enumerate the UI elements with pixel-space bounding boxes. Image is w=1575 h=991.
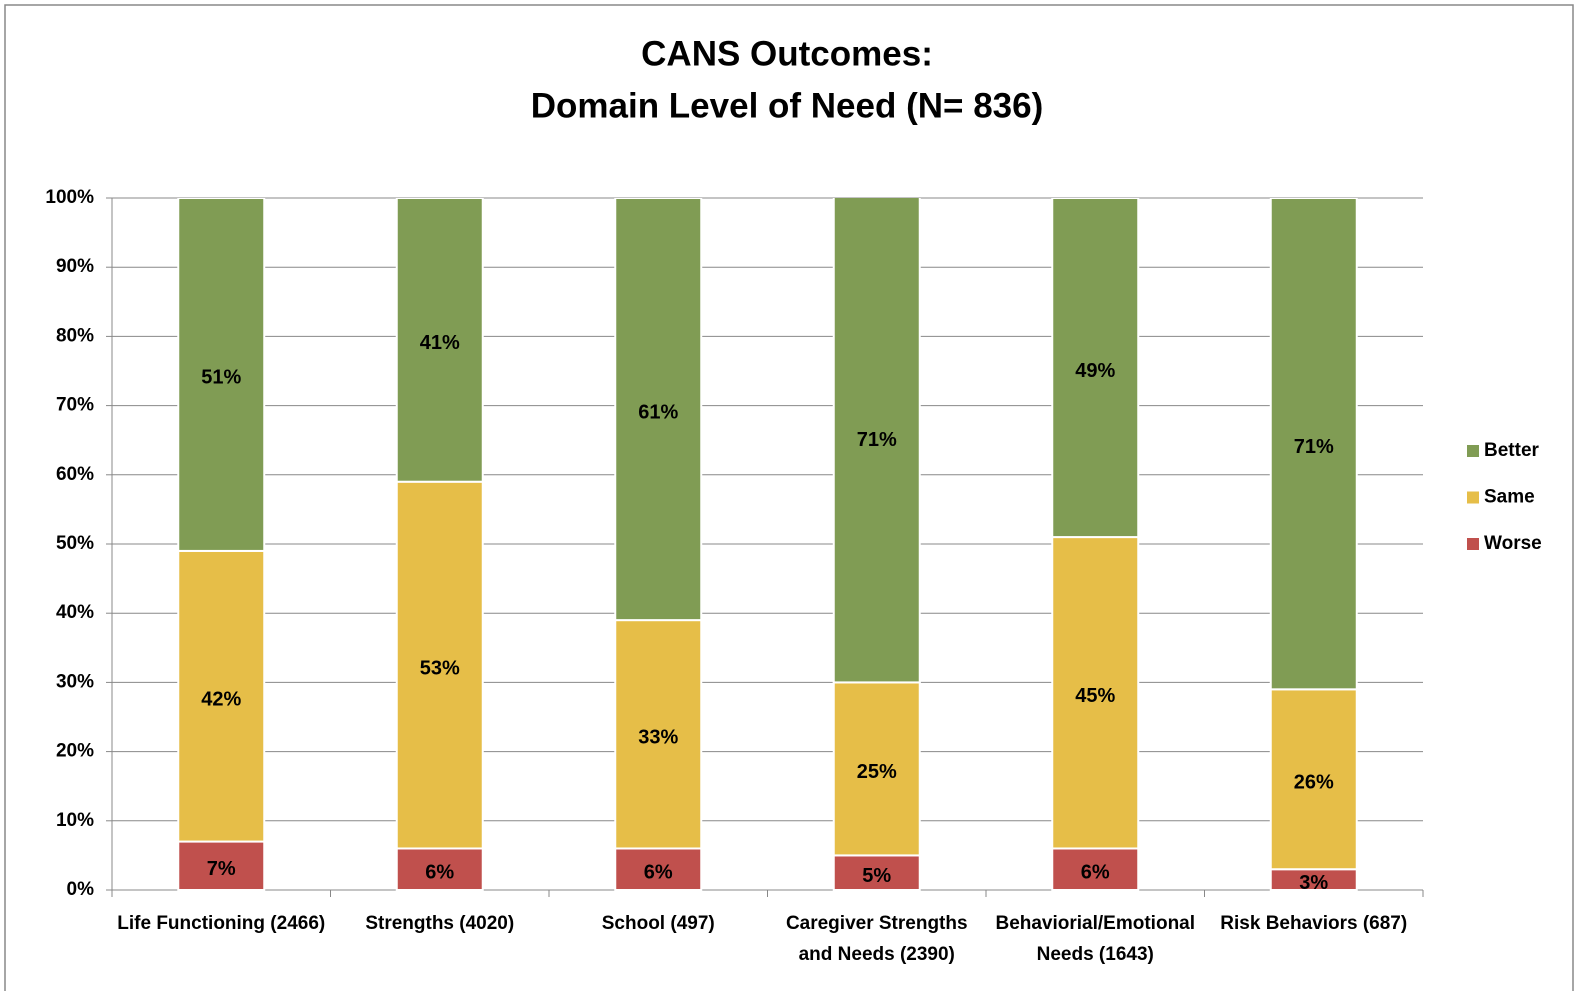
y-tick-label: 50% xyxy=(56,533,94,554)
plot-area xyxy=(177,198,1358,891)
y-tick-label: 30% xyxy=(56,671,94,692)
y-tick-label: 10% xyxy=(56,810,94,831)
data-label: 51% xyxy=(201,367,241,389)
data-label: 71% xyxy=(1294,436,1334,458)
bar-segment xyxy=(1051,198,1140,539)
bar-segment xyxy=(614,619,703,850)
legend-label: Better xyxy=(1484,440,1540,461)
legend-swatch xyxy=(1467,538,1479,550)
bar-segment xyxy=(832,681,921,857)
data-label: 25% xyxy=(857,761,897,783)
y-tick-label: 40% xyxy=(56,602,94,623)
y-tick-label: 90% xyxy=(56,256,94,277)
data-label: 53% xyxy=(420,657,460,679)
legend-swatch xyxy=(1467,491,1479,504)
y-tick-label: 70% xyxy=(56,395,94,416)
chart-title: Domain Level of Need (N= 836) xyxy=(531,86,1044,125)
y-tick-label: 60% xyxy=(56,464,94,485)
data-label: 5% xyxy=(862,865,891,887)
bar-segment xyxy=(1269,198,1358,691)
bar-segment xyxy=(1051,847,1140,891)
data-label: 61% xyxy=(638,401,678,423)
data-label: 41% xyxy=(420,332,460,354)
data-label: 6% xyxy=(644,862,673,884)
x-tick-label: Needs (1643) xyxy=(1037,944,1154,965)
bar-segment xyxy=(614,198,703,622)
data-label: 7% xyxy=(207,858,236,880)
data-label: 3% xyxy=(1299,872,1328,894)
data-label: 45% xyxy=(1075,685,1115,707)
bar-segment xyxy=(395,480,484,850)
data-label: 6% xyxy=(425,862,454,884)
x-tick-label: Life Functioning (2466) xyxy=(117,913,325,934)
y-tick-label: 20% xyxy=(56,741,94,762)
bar-segment xyxy=(1051,536,1140,850)
y-tick-label: 80% xyxy=(56,325,94,346)
bar-segment xyxy=(177,198,266,552)
x-tick-label: School (497) xyxy=(602,913,715,934)
bar-segment xyxy=(832,854,921,891)
data-label: 49% xyxy=(1075,360,1115,382)
legend-swatch xyxy=(1467,445,1479,457)
chart-title: CANS Outcomes: xyxy=(641,34,933,73)
data-label: 26% xyxy=(1294,772,1334,794)
data-label: 71% xyxy=(857,429,897,451)
x-tick-label: and Needs (2390) xyxy=(799,944,955,965)
data-label: 42% xyxy=(201,689,241,711)
bar-segment xyxy=(832,198,921,684)
x-tick-label: Strengths (4020) xyxy=(365,913,514,934)
bar-segment xyxy=(177,549,266,843)
x-tick-label: Behaviorial/Emotional xyxy=(995,913,1195,934)
y-tick-label: 0% xyxy=(67,879,95,900)
bar-segment xyxy=(1269,688,1358,871)
bar-segment xyxy=(395,198,484,483)
x-tick-label: Caregiver Strengths xyxy=(786,913,968,934)
x-tick-label: Risk Behaviors (687) xyxy=(1220,913,1407,934)
data-label: 6% xyxy=(1081,862,1110,884)
data-label: 33% xyxy=(638,727,678,749)
legend-label: Same xyxy=(1484,487,1535,508)
legend-label: Worse xyxy=(1484,533,1542,554)
y-tick-label: 100% xyxy=(45,187,94,208)
